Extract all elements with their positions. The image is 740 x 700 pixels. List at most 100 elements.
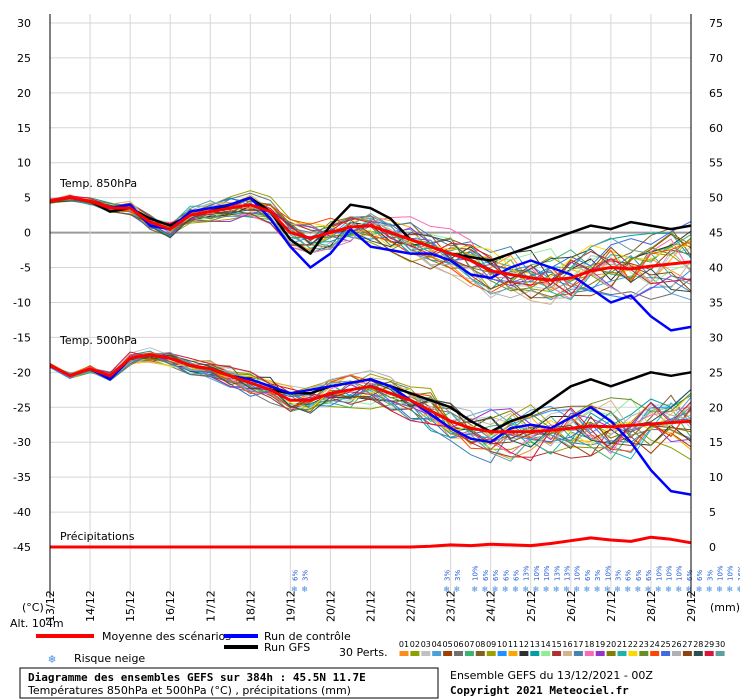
left-tick-label: 15 xyxy=(17,122,31,135)
legend-mean-label: Moyenne des scénarios xyxy=(102,630,231,643)
label-t500: Temp. 500hPa xyxy=(59,334,137,347)
snow-risk-label: 3% xyxy=(614,570,622,581)
member-number: 11 xyxy=(508,640,518,649)
member-number: 19 xyxy=(595,640,605,649)
member-number: 03 xyxy=(421,640,431,649)
member-number: 18 xyxy=(584,640,594,649)
right-tick-label: 30 xyxy=(709,331,723,344)
snow-risk-icon: ❄ xyxy=(696,585,702,595)
snow-risk-icon: ❄ xyxy=(574,585,580,595)
right-tick-label: 50 xyxy=(709,192,723,205)
member-line-850 xyxy=(49,195,692,296)
member-number: 25 xyxy=(661,640,671,649)
member-swatch xyxy=(595,651,605,656)
snow-risk-label: 6% xyxy=(512,570,520,581)
right-tick-label: 45 xyxy=(709,227,723,240)
snow-risk-label: 16% xyxy=(737,565,740,581)
x-tick-label: 24/12 xyxy=(485,590,498,622)
snow-risk-label: 6% xyxy=(635,570,643,581)
snow-risk-label: 6% xyxy=(686,570,694,581)
snow-risk-icon: ❄ xyxy=(686,585,692,595)
snow-risk-label: 10% xyxy=(676,565,684,581)
right-tick-label: 10 xyxy=(709,471,723,484)
main-series xyxy=(49,196,692,549)
snow-risk-label: 10% xyxy=(665,565,673,581)
member-number: 24 xyxy=(650,640,660,649)
snow-risk-icon: ❄ xyxy=(666,585,672,595)
snow-risk-label: 6% xyxy=(492,570,500,581)
left-tick-label: 30 xyxy=(17,17,31,30)
member-swatch xyxy=(628,651,638,656)
x-axis-labels: 13/12 14/12 15/12 16/12 17/12 18/12 19/12 20/12… xyxy=(44,590,698,622)
snow-risk-icon: ❄ xyxy=(302,585,308,595)
right-tick-label: 75 xyxy=(709,17,723,30)
member-number: 26 xyxy=(671,640,681,649)
left-tick-label: -20 xyxy=(13,366,31,379)
member-number: 14 xyxy=(541,640,551,649)
left-tick-label: -5 xyxy=(20,262,31,275)
x-tick-label: 16/12 xyxy=(164,590,177,622)
left-tick-label: 25 xyxy=(17,52,31,65)
left-tick-label: -35 xyxy=(13,471,31,484)
member-swatch xyxy=(443,651,453,656)
member-swatch xyxy=(454,651,463,656)
label-precip: Précipitations xyxy=(60,530,135,543)
snow-risk-label: 6% xyxy=(482,570,490,581)
member-number: 21 xyxy=(617,640,627,649)
member-swatch xyxy=(552,651,562,656)
member-swatch xyxy=(672,651,681,656)
snow-risk-icon: ❄ xyxy=(645,585,651,595)
member-number: 28 xyxy=(693,640,703,649)
snow-risk-icon: ❄ xyxy=(594,585,600,595)
member-swatch xyxy=(508,651,518,656)
snow-risk-icon: ❄ xyxy=(472,585,478,595)
snow-risk-label: 6% xyxy=(696,570,704,581)
member-swatch xyxy=(650,651,660,656)
x-tick-label: 26/12 xyxy=(565,590,578,622)
left-tick-label: -30 xyxy=(13,436,31,449)
snow-risk-label: 6% xyxy=(584,570,592,581)
x-tick-label: 23/12 xyxy=(445,590,458,622)
member-line-500 xyxy=(49,356,692,446)
member-swatch xyxy=(519,651,529,656)
right-tick-label: 70 xyxy=(709,52,723,65)
snow-risk-icon: ❄ xyxy=(605,585,611,595)
member-line-500 xyxy=(49,351,692,462)
member-number: 13 xyxy=(530,640,540,649)
left-axis-ticks: 30 25 20 15 10 5 0 -5 -10 -15 -20 -25 -30 -35 -40 -45 xyxy=(13,17,31,554)
member-number: 10 xyxy=(497,640,507,649)
member-swatch xyxy=(410,651,420,656)
snow-risk-icon: ❄ xyxy=(615,585,621,595)
snow-risk-icon: ❄ xyxy=(564,585,570,595)
right-tick-label: 5 xyxy=(709,506,716,519)
x-tick-label: 19/12 xyxy=(284,590,297,622)
member-number: 01 xyxy=(399,640,409,649)
snow-risk-icon: ❄ xyxy=(543,585,549,595)
right-tick-label: 25 xyxy=(709,366,723,379)
snow-risk-icon: ❄ xyxy=(482,585,488,595)
member-swatch xyxy=(486,651,496,656)
right-tick-label: 65 xyxy=(709,87,723,100)
member-swatch xyxy=(573,651,583,656)
legend-snow-label: Risque neige xyxy=(74,652,145,665)
member-number: 16 xyxy=(562,640,572,649)
snow-risk-label: 6% xyxy=(625,570,633,581)
member-swatch xyxy=(682,651,692,656)
member-swatch xyxy=(475,651,485,656)
snow-risk-label: 3% xyxy=(454,570,462,581)
snow-risk-label: 10% xyxy=(574,565,582,581)
snow-risk-icon: ❄ xyxy=(656,585,662,595)
snow-risk-label: 6% xyxy=(502,570,510,581)
member-line-500 xyxy=(49,357,692,460)
left-tick-label: 20 xyxy=(17,87,31,100)
gfs-line xyxy=(49,196,692,262)
legend-control-label: Run de contrôle xyxy=(264,630,351,643)
snowflake-icon: ❄ xyxy=(48,652,55,666)
right-tick-label: 55 xyxy=(709,157,723,170)
member-swatch xyxy=(584,651,594,656)
member-swatch xyxy=(432,651,442,656)
x-tick-label: 15/12 xyxy=(124,590,137,622)
snow-risk-label: 10% xyxy=(716,565,724,581)
snow-risk-label: 10% xyxy=(472,565,480,581)
